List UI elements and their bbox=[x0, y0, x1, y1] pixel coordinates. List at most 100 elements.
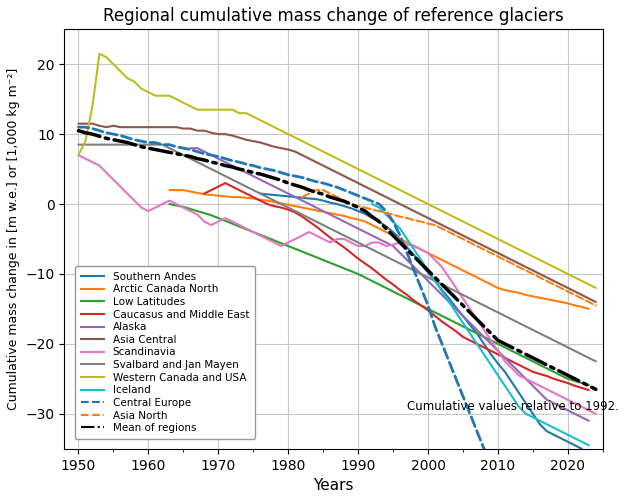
Scandinavia bbox=[501, 358, 509, 364]
Line: Caucasus and Middle East: Caucasus and Middle East bbox=[204, 183, 589, 390]
Southern Andes bbox=[550, 432, 558, 438]
Asia Central bbox=[592, 299, 600, 305]
Asia North bbox=[431, 222, 439, 228]
Iceland bbox=[494, 372, 502, 378]
Asia North bbox=[298, 194, 306, 200]
Southern Andes bbox=[480, 341, 488, 347]
Iceland bbox=[369, 201, 376, 207]
Line: Scandinavia: Scandinavia bbox=[78, 155, 596, 414]
Asia Central bbox=[480, 243, 488, 249]
Central Europe bbox=[480, 446, 488, 452]
Iceland bbox=[557, 428, 565, 434]
Southern Andes bbox=[369, 215, 376, 221]
Scandinavia bbox=[480, 327, 488, 333]
Southern Andes bbox=[375, 218, 383, 224]
Asia North bbox=[536, 274, 544, 280]
Iceland bbox=[410, 246, 418, 252]
Asia North bbox=[417, 218, 425, 224]
Asia North bbox=[340, 198, 348, 203]
Asia North bbox=[389, 212, 397, 218]
Asia North bbox=[487, 250, 495, 256]
Asia North bbox=[424, 220, 432, 226]
Western Canada and USA bbox=[96, 50, 103, 56]
Iceland bbox=[375, 204, 383, 210]
Asia North bbox=[319, 187, 327, 193]
Svalbard and Jan Mayen bbox=[592, 358, 600, 364]
Southern Andes bbox=[557, 436, 565, 442]
Southern Andes bbox=[452, 304, 460, 310]
Southern Andes bbox=[333, 201, 341, 207]
Y-axis label: Cumulative mass change in [m w.e.] or [1,000 kg m⁻²]: Cumulative mass change in [m w.e.] or [1… bbox=[7, 68, 20, 410]
Line: Low Latitudes: Low Latitudes bbox=[169, 204, 589, 385]
Asia North bbox=[362, 204, 369, 210]
Iceland bbox=[382, 212, 390, 218]
Asia North bbox=[585, 299, 593, 305]
Iceland bbox=[550, 425, 558, 431]
Asia North bbox=[480, 246, 488, 252]
Svalbard and Jan Mayen bbox=[480, 302, 488, 308]
Caucasus and Middle East bbox=[459, 334, 467, 340]
Asia North bbox=[410, 217, 418, 223]
Asia North bbox=[375, 208, 383, 214]
Alaska bbox=[585, 418, 593, 424]
Southern Andes bbox=[319, 198, 327, 203]
Arctic Canada North bbox=[165, 187, 173, 193]
Asia North bbox=[522, 268, 529, 274]
Southern Andes bbox=[501, 369, 509, 375]
Alaska bbox=[285, 190, 292, 196]
Asia North bbox=[326, 190, 334, 196]
Alaska bbox=[571, 411, 579, 417]
Caucasus and Middle East bbox=[585, 387, 593, 393]
Southern Andes bbox=[389, 229, 397, 235]
Asia North bbox=[543, 278, 551, 284]
Line: Asia Central: Asia Central bbox=[78, 124, 596, 302]
Asia North bbox=[445, 229, 453, 235]
Alaska bbox=[522, 376, 529, 382]
Svalbard and Jan Mayen bbox=[536, 330, 544, 336]
Asia North bbox=[592, 302, 600, 308]
Caucasus and Middle East bbox=[221, 180, 229, 186]
Iceland bbox=[459, 320, 467, 326]
Southern Andes bbox=[424, 270, 432, 276]
Asia North bbox=[305, 190, 313, 196]
Asia Central bbox=[536, 271, 544, 277]
Caucasus and Middle East bbox=[201, 190, 208, 196]
Iceland bbox=[417, 257, 425, 263]
Iceland bbox=[403, 236, 411, 242]
Scandinavia bbox=[74, 152, 82, 158]
Iceland bbox=[585, 442, 593, 448]
Arctic Canada North bbox=[312, 208, 320, 214]
Southern Andes bbox=[347, 206, 355, 212]
Asia North bbox=[333, 194, 341, 200]
Svalbard and Jan Mayen bbox=[501, 313, 509, 319]
Asia North bbox=[578, 296, 586, 302]
Caucasus and Middle East bbox=[347, 250, 355, 256]
Title: Regional cumulative mass change of reference glaciers: Regional cumulative mass change of refer… bbox=[103, 7, 564, 25]
Asia Central bbox=[74, 120, 82, 126]
Iceland bbox=[438, 288, 446, 294]
Southern Andes bbox=[263, 192, 271, 198]
Asia North bbox=[508, 260, 516, 266]
Line: Mean of regions: Mean of regions bbox=[78, 130, 596, 390]
Caucasus and Middle East bbox=[501, 355, 509, 361]
Western Canada and USA bbox=[508, 243, 516, 249]
Caucasus and Middle East bbox=[424, 308, 432, 314]
Asia Central bbox=[117, 124, 124, 130]
Asia North bbox=[564, 288, 572, 294]
Central Europe bbox=[466, 411, 474, 417]
Southern Andes bbox=[445, 296, 453, 302]
Iceland bbox=[501, 383, 509, 389]
Southern Andes bbox=[271, 192, 278, 198]
Low Latitudes bbox=[312, 254, 320, 260]
Iceland bbox=[522, 411, 529, 417]
Alaska bbox=[187, 145, 194, 151]
Low Latitudes bbox=[263, 234, 271, 240]
Western Canada and USA bbox=[494, 236, 502, 242]
Svalbard and Jan Mayen bbox=[487, 306, 495, 312]
Southern Andes bbox=[305, 196, 313, 202]
Southern Andes bbox=[459, 313, 467, 319]
Southern Andes bbox=[410, 252, 418, 258]
Asia North bbox=[571, 292, 579, 298]
Mean of regions bbox=[117, 138, 124, 144]
Asia North bbox=[347, 201, 355, 207]
